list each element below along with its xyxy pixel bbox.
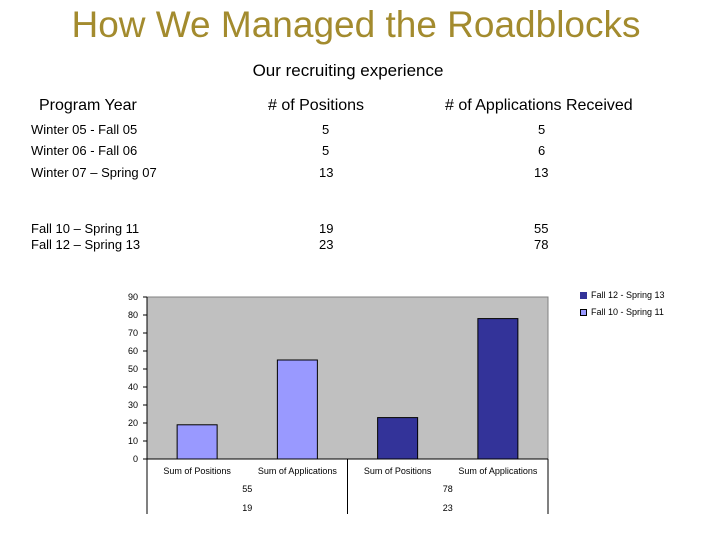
table-cell-year: Winter 07 – Spring 07: [31, 165, 157, 180]
data-table-value: 19: [242, 503, 252, 513]
x-tick-label: Sum of Positions: [364, 466, 432, 476]
table-cell-applications: 78: [534, 237, 549, 252]
x-tick-label: Sum of Positions: [163, 466, 231, 476]
table-cell-year: Fall 12 – Spring 13: [31, 237, 141, 252]
slide-title: How We Managed the Roadblocks: [71, 4, 641, 45]
legend-item-fall10: Fall 10 - Spring 11: [580, 307, 664, 317]
data-table-value: 23: [443, 503, 453, 513]
table-cell-positions: 5: [322, 122, 330, 137]
y-tick-label: 50: [128, 364, 138, 374]
table-cell-positions: 19: [319, 221, 334, 236]
y-tick-label: 70: [128, 328, 138, 338]
x-tick-label: Sum of Applications: [258, 466, 338, 476]
y-tick-label: 40: [128, 382, 138, 392]
legend-item-fall12: Fall 12 - Spring 13: [580, 290, 665, 300]
legend-swatch-fall10: [580, 308, 587, 316]
data-table-value: 78: [443, 484, 453, 494]
table-cell-applications: 13: [534, 165, 549, 180]
bar: [176, 424, 218, 460]
legend-label-fall12: Fall 12 - Spring 13: [591, 290, 665, 300]
bar: [377, 417, 419, 460]
y-tick-label: 10: [128, 436, 138, 446]
data-table-value: 55: [242, 484, 252, 494]
header-applications: # of Applications Received: [445, 97, 633, 114]
table-cell-applications: 6: [538, 143, 546, 158]
y-tick-label: 20: [128, 418, 138, 428]
bar: [477, 318, 519, 460]
y-tick-label: 90: [128, 292, 138, 302]
y-tick-label: 0: [133, 454, 138, 464]
table-cell-year: Winter 06 - Fall 06: [31, 143, 138, 158]
table-cell-year: Fall 10 – Spring 11: [31, 221, 140, 236]
table-cell-applications: 55: [534, 221, 549, 236]
y-tick-label: 60: [128, 346, 138, 356]
legend-label-fall10: Fall 10 - Spring 11: [591, 307, 664, 317]
x-tick-label: Sum of Applications: [458, 466, 538, 476]
slide-subtitle: Our recruiting experience: [252, 61, 444, 80]
table-cell-year: Winter 05 - Fall 05: [31, 122, 138, 137]
table-cell-positions: 23: [319, 237, 334, 252]
header-positions: # of Positions: [268, 97, 365, 114]
y-tick-label: 80: [128, 310, 138, 320]
y-tick-label: 30: [128, 400, 138, 410]
legend-swatch-fall12: [580, 291, 587, 299]
table-cell-positions: 5: [322, 143, 330, 158]
table-cell-positions: 13: [319, 165, 334, 180]
header-program-year: Program Year: [39, 97, 137, 114]
table-cell-applications: 5: [538, 122, 546, 137]
bar: [276, 359, 318, 460]
